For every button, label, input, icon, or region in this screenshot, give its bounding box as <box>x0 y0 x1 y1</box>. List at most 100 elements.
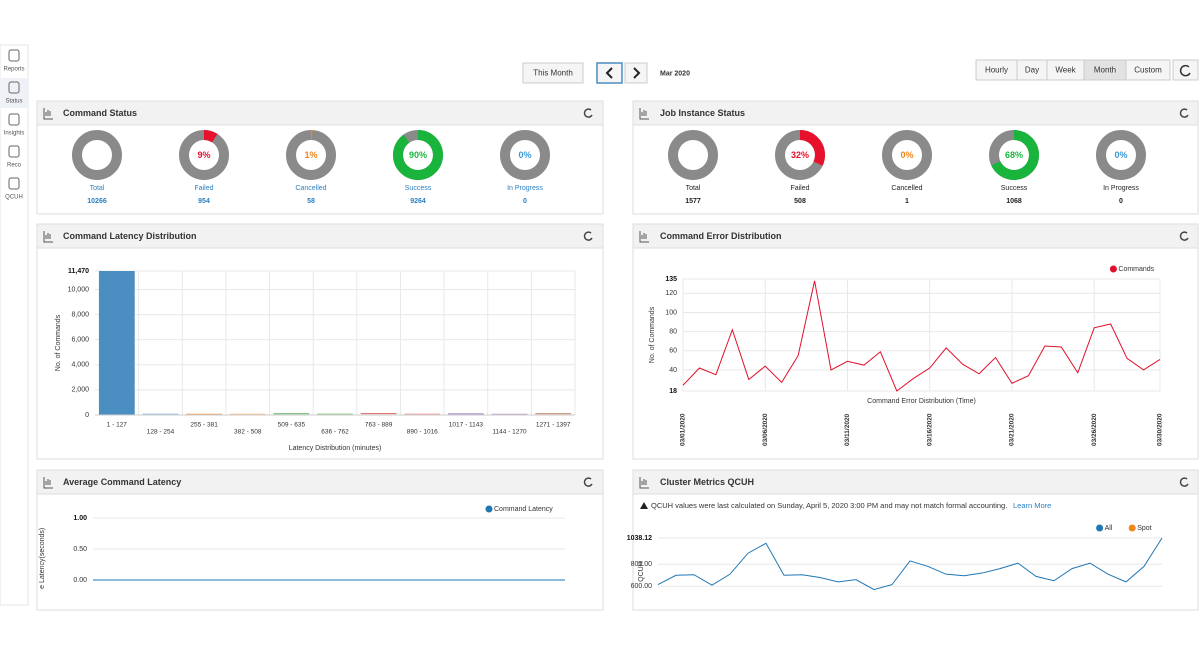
sidebar-icon <box>8 81 20 94</box>
y-tick-label: 600.00 <box>631 583 653 590</box>
donut-percent: 0% <box>518 150 531 160</box>
donut-percent: 68% <box>1005 150 1023 160</box>
errors-panel: Command Error Distribution <box>632 223 1199 460</box>
prev-icon <box>605 67 613 79</box>
y-tick-label: 0.50 <box>73 546 87 553</box>
x-tick-label: 890 - 1016 <box>407 429 438 436</box>
qcuh-note: QCUH values were last calculated on Sund… <box>651 501 1007 510</box>
x-tick-label: 03/01/2020 <box>680 413 687 446</box>
donut-base <box>668 130 718 180</box>
x-tick-label: 03/21/2020 <box>1009 413 1016 446</box>
this-month-button[interactable] <box>522 62 584 84</box>
x-tick-label: 1017 - 1143 <box>449 422 484 429</box>
next-button[interactable] <box>624 62 648 84</box>
x-tick-label: 1 - 127 <box>107 422 128 429</box>
donut-percent: 1% <box>304 150 317 160</box>
status-label: Success <box>405 185 432 192</box>
sidebar-icon <box>8 49 20 62</box>
qcuh-panel: Cluster Metrics QCUH QCUH values were la… <box>632 469 1199 611</box>
status-label: Failed <box>790 185 809 192</box>
y-tick-label: 120 <box>665 290 677 297</box>
y-tick-label: 10,000 <box>68 286 90 293</box>
legend-swatch <box>485 505 493 513</box>
sidebar-icon <box>8 145 20 158</box>
y-axis-label: No. of Commands <box>55 314 62 371</box>
range-label: Week <box>1055 66 1076 75</box>
y-axis-label: e Latency(seconds) <box>39 528 46 589</box>
refresh-button[interactable] <box>1172 59 1199 81</box>
donut-base <box>72 130 122 180</box>
status-count: 1 <box>905 198 909 205</box>
x-tick-label: 509 - 635 <box>278 422 306 429</box>
status-label: Cancelled <box>295 185 326 192</box>
x-tick-label: 128 - 254 <box>147 429 175 436</box>
x-tick-label: 03/26/2020 <box>1091 413 1098 446</box>
sidebar <box>0 44 29 606</box>
range-label: Hourly <box>985 66 1008 75</box>
legend-label: Commands <box>1118 266 1154 273</box>
donut-segment <box>989 130 1039 180</box>
range-label: Day <box>1025 66 1039 75</box>
status-count: 9264 <box>410 198 426 205</box>
status-label: Success <box>1001 185 1028 192</box>
y-tick-label: 2,000 <box>71 387 89 394</box>
panel-title: Average Command Latency <box>63 477 181 487</box>
prev-button[interactable] <box>596 62 623 84</box>
status-count: 1068 <box>1006 198 1022 205</box>
range-label: Custom <box>1134 66 1162 75</box>
y-axis-label: No. of Commands <box>649 306 656 363</box>
sidebar-icon <box>8 113 20 126</box>
status-label: In Progress <box>507 185 543 192</box>
donut-percent: 32% <box>791 150 809 160</box>
x-tick-label: 763 - 889 <box>365 422 393 429</box>
period: Mar 2020 <box>660 70 690 77</box>
bar <box>360 413 397 415</box>
bar <box>186 413 222 415</box>
status-count: 58 <box>307 198 315 205</box>
x-tick-label: 255 - 381 <box>190 422 218 429</box>
sidebar-label[interactable]: Insights <box>4 131 25 137</box>
bar <box>535 413 572 415</box>
series-line <box>657 537 1163 591</box>
y-tick-label: 0 <box>85 412 89 419</box>
legend-label: Spot <box>1137 525 1151 532</box>
bar <box>448 413 484 415</box>
x-tick-label: 636 - 762 <box>321 429 349 436</box>
donut-percent: 0% <box>1114 150 1127 160</box>
bar <box>229 413 266 415</box>
panel-title: Cluster Metrics QCUH <box>660 477 754 487</box>
y-tick-label: 0.00 <box>73 577 87 584</box>
panel-title: Command Error Distribution <box>660 231 782 241</box>
donut-percent: 9% <box>197 150 210 160</box>
y-tick-label: 80 <box>669 328 677 335</box>
range-label: Month <box>1094 66 1116 75</box>
range-button[interactable] <box>1125 59 1171 81</box>
y-tick-label: 4,000 <box>71 362 89 369</box>
avg-latency-panel: Average Command Latency <box>36 469 604 611</box>
x-tick-label: 03/30/2020 <box>1157 413 1164 446</box>
legend-swatch <box>1109 265 1117 273</box>
x-tick-label: 03/06/2020 <box>762 413 769 446</box>
x-tick-label: 1271 - 1397 <box>536 422 571 429</box>
bar <box>98 271 135 415</box>
y-tick-label: 40 <box>669 367 677 374</box>
x-axis-label: Command Error Distribution (Time) <box>867 398 976 405</box>
status-count: 0 <box>523 198 527 205</box>
y-tick-label: 135 <box>665 276 677 283</box>
donut-segment <box>179 130 229 180</box>
x-tick-label: 03/11/2020 <box>844 413 851 446</box>
sidebar-label[interactable]: Reco <box>7 163 22 169</box>
bar <box>317 413 353 415</box>
donut-percent: 0% <box>900 150 913 160</box>
status-count: 10266 <box>87 198 107 205</box>
x-axis-label: Latency Distribution (minutes) <box>289 445 382 452</box>
this-month-label: This Month <box>533 69 573 78</box>
sidebar-label[interactable]: Status <box>5 99 22 105</box>
sidebar-icon <box>8 177 20 190</box>
sidebar-label[interactable]: QCUH <box>5 195 23 201</box>
sidebar-label[interactable]: Reports <box>3 67 24 73</box>
legend-label: Command Latency <box>494 506 553 513</box>
learn-more-link[interactable]: Learn More <box>1013 501 1051 510</box>
bar <box>404 413 441 415</box>
